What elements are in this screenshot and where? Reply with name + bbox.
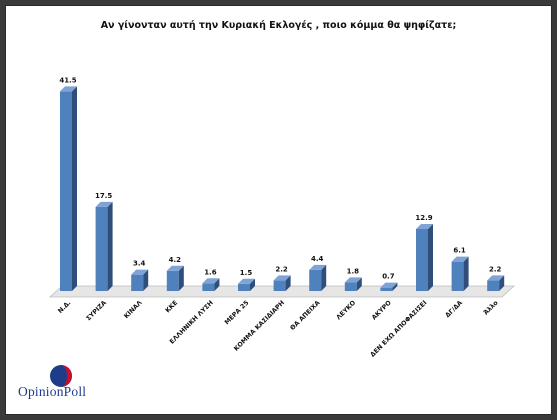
- bar-side: [463, 256, 469, 291]
- bar-side: [178, 265, 184, 291]
- bar-top: [131, 269, 149, 275]
- data-label: 1.6: [204, 268, 217, 276]
- bar: [487, 275, 505, 291]
- bar-top: [487, 275, 505, 281]
- bars-layer: [60, 86, 505, 292]
- bar-front: [95, 206, 108, 291]
- bar-front: [273, 280, 286, 291]
- category-label: ΚΚΕ: [164, 299, 179, 314]
- bar-side: [107, 201, 113, 291]
- bar-front: [131, 274, 144, 291]
- bar: [238, 278, 255, 291]
- data-label: 2.2: [275, 265, 288, 273]
- data-label: 0.7: [382, 273, 395, 281]
- category-label: ΜΕΡΑ 25: [224, 299, 251, 326]
- bar: [202, 278, 220, 291]
- category-label: Ν.Δ.: [57, 299, 73, 315]
- bar-front: [166, 270, 179, 291]
- bar-top: [416, 223, 433, 229]
- data-label: 1.5: [240, 269, 253, 277]
- data-label: 12.9: [415, 214, 432, 222]
- bar-top: [238, 278, 255, 284]
- bar-side: [356, 277, 362, 291]
- bar-front: [60, 91, 72, 292]
- bar-side: [392, 282, 398, 291]
- opinionpoll-logo: [15, 364, 107, 406]
- bar-side: [428, 223, 433, 291]
- bar-side: [250, 278, 255, 291]
- bar-top: [60, 86, 77, 92]
- bar-top: [451, 256, 469, 262]
- bar: [344, 277, 362, 291]
- logo-text-part2: Poll: [63, 384, 87, 399]
- bar-front: [344, 282, 357, 291]
- bar-top: [273, 275, 291, 281]
- bar-side: [143, 269, 149, 291]
- logo-text: OpinionPoll: [18, 384, 86, 400]
- bar: [131, 269, 149, 291]
- bar: [309, 264, 327, 291]
- chart-title: Αν γίνονταν αυτή την Κυριακή Εκλογές , π…: [100, 20, 457, 31]
- chart-floor-plane: [48, 285, 516, 298]
- bar: [380, 282, 398, 291]
- bar-top: [344, 277, 362, 283]
- bar-side: [321, 264, 327, 291]
- logo-circle-icon: [50, 365, 72, 387]
- category-label: ΑΚΥΡΟ: [371, 299, 394, 322]
- bar-side: [499, 275, 505, 291]
- bar: [95, 201, 113, 291]
- bar-side: [72, 86, 77, 292]
- bar: [273, 275, 291, 291]
- category-label: ΚΙΝΑΛ: [123, 299, 144, 320]
- data-label: 2.2: [489, 265, 502, 273]
- data-label: 6.1: [453, 247, 466, 255]
- bar-front: [380, 287, 393, 291]
- data-label: 4.2: [169, 256, 182, 264]
- bar: [166, 265, 184, 291]
- bar-top: [166, 265, 184, 271]
- bar: [451, 256, 469, 291]
- bar-front: [416, 228, 428, 291]
- bar-front: [309, 269, 322, 291]
- data-label: 3.4: [133, 260, 146, 268]
- bar-front: [202, 283, 215, 291]
- bar-front: [487, 280, 500, 291]
- bar: [60, 86, 77, 292]
- category-label: ΔΓ/ΔΑ: [444, 299, 464, 319]
- bar-top: [380, 282, 398, 288]
- data-label: 41.5: [59, 76, 76, 84]
- bar-front: [451, 261, 464, 291]
- data-label: 1.8: [347, 267, 360, 275]
- data-label: 4.4: [311, 255, 324, 263]
- bar-top: [95, 201, 113, 207]
- data-label: 17.5: [95, 192, 112, 200]
- category-label: ΛΕΥΚΟ: [335, 299, 357, 321]
- logo-text-part1: Opinion: [18, 384, 64, 399]
- bar-front: [238, 283, 250, 291]
- category-label: ΣΥΡΙΖΑ: [85, 299, 108, 322]
- bar-top: [309, 264, 327, 270]
- chart-floor: [48, 285, 516, 298]
- bar-side: [285, 275, 291, 291]
- category-label: ΘΑ ΑΠΕΙΧΑ: [289, 299, 322, 332]
- bar-side: [214, 278, 220, 291]
- value-labels-layer: 41.5 17.5 3.4 4.2 1.6 1.5 2.2 4.4 1.8 0.7 12.9 6.1 2…: [59, 76, 501, 280]
- category-label: Άλλο: [482, 298, 500, 316]
- bar: [416, 223, 433, 291]
- bar-top: [202, 278, 220, 284]
